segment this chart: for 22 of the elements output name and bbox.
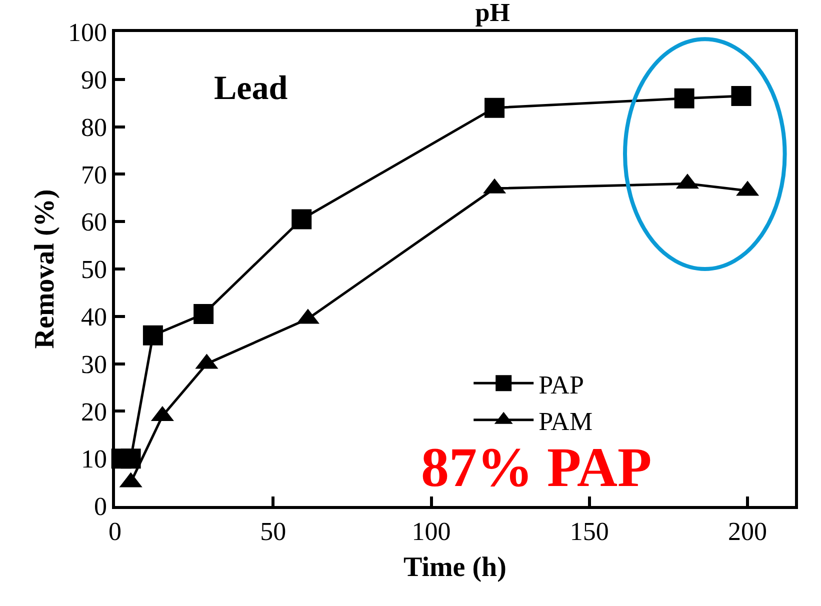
legend-label: PAP bbox=[538, 370, 584, 400]
y-tick-label: 10 bbox=[81, 444, 108, 474]
y-tick-label: 0 bbox=[94, 492, 108, 522]
y-tick-label: 40 bbox=[81, 302, 108, 332]
y-tick-label: 50 bbox=[81, 255, 108, 284]
annotation: 87% PAP bbox=[421, 437, 652, 499]
x-axis-title: Time (h) bbox=[404, 552, 506, 584]
chart-title: pH bbox=[475, 0, 510, 28]
x-tick-label: 150 bbox=[570, 516, 609, 546]
y-tick-label: 70 bbox=[81, 160, 108, 190]
y-tick-label: 100 bbox=[68, 18, 108, 48]
legend-label: PAM bbox=[538, 407, 593, 436]
y-tick-label: 20 bbox=[81, 397, 108, 426]
x-tick-label: 50 bbox=[260, 516, 286, 546]
y-tick-label: 60 bbox=[81, 208, 108, 237]
y-tick-label: 30 bbox=[81, 350, 108, 379]
annotation: Lead bbox=[214, 70, 288, 107]
y-tick-label: 90 bbox=[81, 66, 108, 94]
x-tick-label: 200 bbox=[728, 516, 768, 546]
x-tick-label: 100 bbox=[412, 516, 451, 546]
y-tick-label: 80 bbox=[81, 112, 108, 142]
y-axis-title: Removal (%) bbox=[30, 189, 61, 349]
